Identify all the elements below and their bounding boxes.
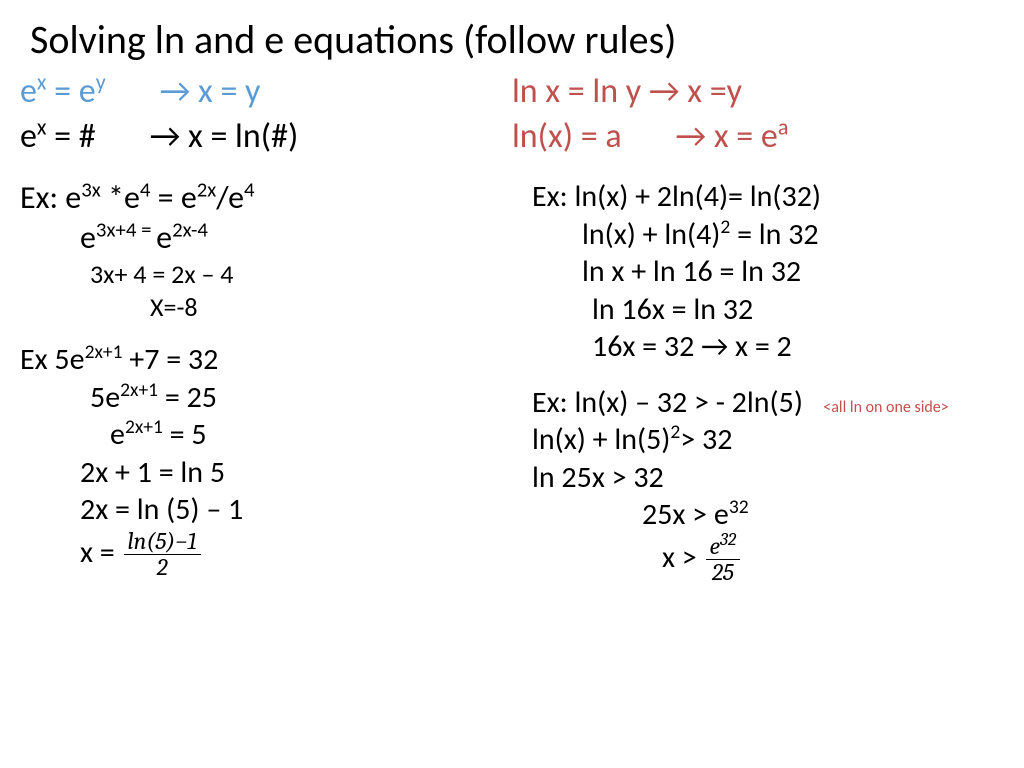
rule-4: ln(x) = a → x = ea	[512, 116, 1004, 159]
rule-1-sup-a: x	[37, 69, 47, 96]
left-column: Ex: e3x *e4 = e2x/e4 e3x+4 = e2x-4 3x+ 4…	[20, 178, 502, 603]
ex3-line1: Ex: ln(x) + 2ln(4)= ln(32)	[532, 178, 1004, 216]
ex2-line1: Ex 5e2x+1 +7 = 32	[20, 341, 492, 379]
ex2-line4: 2x + 1 = ln 5	[20, 454, 492, 492]
examples-columns: Ex: e3x *e4 = e2x/e4 e3x+4 = e2x-4 3x+ 4…	[20, 178, 1004, 603]
ex1-l2a: e	[80, 218, 96, 257]
ex3-l2-sup: 2	[720, 215, 730, 239]
rule-1-lhs-b: = e	[47, 71, 96, 112]
ex3-l2b: = ln 32	[730, 216, 818, 253]
ex4-l2b: > 32	[680, 421, 732, 458]
ex4-line2: ln(x) + ln(5)2> 32	[532, 421, 1004, 459]
ex3-l2a: ln(x) + ln(4)	[582, 216, 720, 253]
ex2-l6-frac: ln(5)−1 2	[122, 529, 203, 580]
rule-1: ex = ey → x = y	[20, 71, 512, 114]
page-title: Solving ln and e equations (follow rules…	[20, 15, 1004, 65]
ex4-l5-pre: x >	[662, 538, 697, 575]
ex4-l5-num-sup: 32	[720, 529, 736, 550]
ex1-l2a-sup: 3x+4 =	[96, 216, 156, 242]
rule-1-sup-b: y	[96, 69, 106, 96]
ex2-l2a-sup: 2x+1	[120, 378, 158, 402]
rules-row: ex = ey → x = y ex = # → x = ln(#) ln x …	[20, 71, 1004, 160]
rule-2: ex = # → x = ln(#)	[20, 116, 512, 159]
ex3-line5: 16x = 32 → x = 2	[532, 328, 1004, 366]
example-3: Ex: ln(x) + 2ln(4)= ln(32) ln(x) + ln(4)…	[532, 178, 1004, 366]
ex2-l3a: e	[110, 416, 125, 453]
ex4-annotation: <all ln on one side>	[823, 398, 948, 417]
rule-4-arrow: → x = e	[675, 116, 777, 157]
ex3-line3: ln x + ln 16 = ln 32	[532, 253, 1004, 291]
rules-left: ex = ey → x = y ex = # → x = ln(#)	[20, 71, 512, 160]
ex1-line2: e3x+4 = e2x-4	[20, 218, 492, 258]
ex1-l1a: Ex: e	[20, 178, 81, 217]
ex2-l6-num: ln(5)−1	[124, 529, 201, 555]
ex2-line2: 5e2x+1 = 25	[20, 379, 492, 417]
ex4-l5-den: 25	[706, 560, 741, 585]
ex1-l1d: /e	[216, 178, 244, 217]
rule-4-sup: a	[778, 113, 789, 140]
ex4-line1: Ex: ln(x) – 32 > - 2ln(5) <all ln on one…	[532, 384, 1004, 422]
ex4-line4: 25x > e32	[532, 496, 1004, 534]
ex3-line4: ln 16x = ln 32	[532, 291, 1004, 329]
ex1-l1c-sup: 2x	[197, 176, 217, 202]
ex2-l3a-sup: 2x+1	[125, 415, 163, 439]
ex2-l6-den: 2	[124, 555, 201, 580]
ex2-l2a: 5e	[90, 379, 120, 416]
ex1-l2b-sup: 2x-4	[172, 216, 208, 242]
ex4-l5-num-a: e	[710, 532, 720, 560]
ex2-line6: x = ln(5)−1 2	[20, 529, 492, 580]
ex4-line3: ln 25x > 32	[532, 459, 1004, 497]
example-2: Ex 5e2x+1 +7 = 32 5e2x+1 = 25 e2x+1 = 5 …	[20, 341, 492, 580]
ex2-l1b: +7 = 32	[123, 341, 219, 378]
ex1-line1: Ex: e3x *e4 = e2x/e4	[20, 178, 492, 218]
rule-1-lhs-a: e	[20, 71, 37, 112]
rule-3: ln x = ln y → x =y	[512, 71, 1004, 114]
ex3-line2: ln(x) + ln(4)2 = ln 32	[532, 216, 1004, 254]
ex4-line5: x > e32 25	[532, 534, 1004, 585]
ex2-l1a: Ex 5e	[20, 341, 85, 378]
ex1-l1b: *e	[101, 178, 140, 217]
ex4-l1: Ex: ln(x) – 32 > - 2ln(5)	[532, 384, 803, 421]
ex1-l2b: e	[156, 218, 172, 257]
ex4-l2-sup: 2	[670, 420, 680, 444]
rule-4-lhs: ln(x) = a	[512, 116, 622, 157]
ex1-line3: 3x+ 4 = 2x – 4	[20, 258, 492, 291]
example-1: Ex: e3x *e4 = e2x/e4 e3x+4 = e2x-4 3x+ 4…	[20, 178, 492, 323]
ex4-l2a: ln(x) + ln(5)	[532, 421, 670, 458]
ex2-line3: e2x+1 = 5	[20, 416, 492, 454]
rule-2-lhs-a: e	[20, 116, 37, 157]
ex2-l2b: = 25	[158, 379, 217, 416]
ex1-l1c: = e	[150, 178, 196, 217]
rule-2-sup-a: x	[37, 113, 47, 140]
rule-1-arrow: → x = y	[160, 71, 261, 112]
ex1-l1a-sup: 3x	[81, 176, 101, 202]
ex1-l1b-sup: 4	[140, 176, 151, 202]
right-column: Ex: ln(x) + 2ln(4)= ln(32) ln(x) + ln(4)…	[502, 178, 1004, 603]
ex2-line5: 2x = ln (5) – 1	[20, 491, 492, 529]
ex4-l5-frac: e32 25	[704, 534, 743, 585]
ex2-l1a-sup: 2x+1	[85, 340, 123, 364]
ex1-line4: X=-8	[20, 291, 492, 324]
ex1-l1d-sup: 4	[244, 176, 255, 202]
ex2-l6-pre: x =	[80, 533, 115, 570]
example-4: Ex: ln(x) – 32 > - 2ln(5) <all ln on one…	[532, 384, 1004, 585]
rule-2-arrow: → x = ln(#)	[150, 116, 299, 157]
rule-2-lhs-b: = #	[47, 116, 96, 157]
ex4-l4-sup: 32	[729, 495, 749, 519]
ex4-l5-num: e32	[706, 534, 741, 560]
ex2-l3b: = 5	[163, 416, 207, 453]
ex4-l4a: 25x > e	[642, 496, 729, 533]
rules-right: ln x = ln y → x =y ln(x) = a → x = ea	[512, 71, 1004, 160]
